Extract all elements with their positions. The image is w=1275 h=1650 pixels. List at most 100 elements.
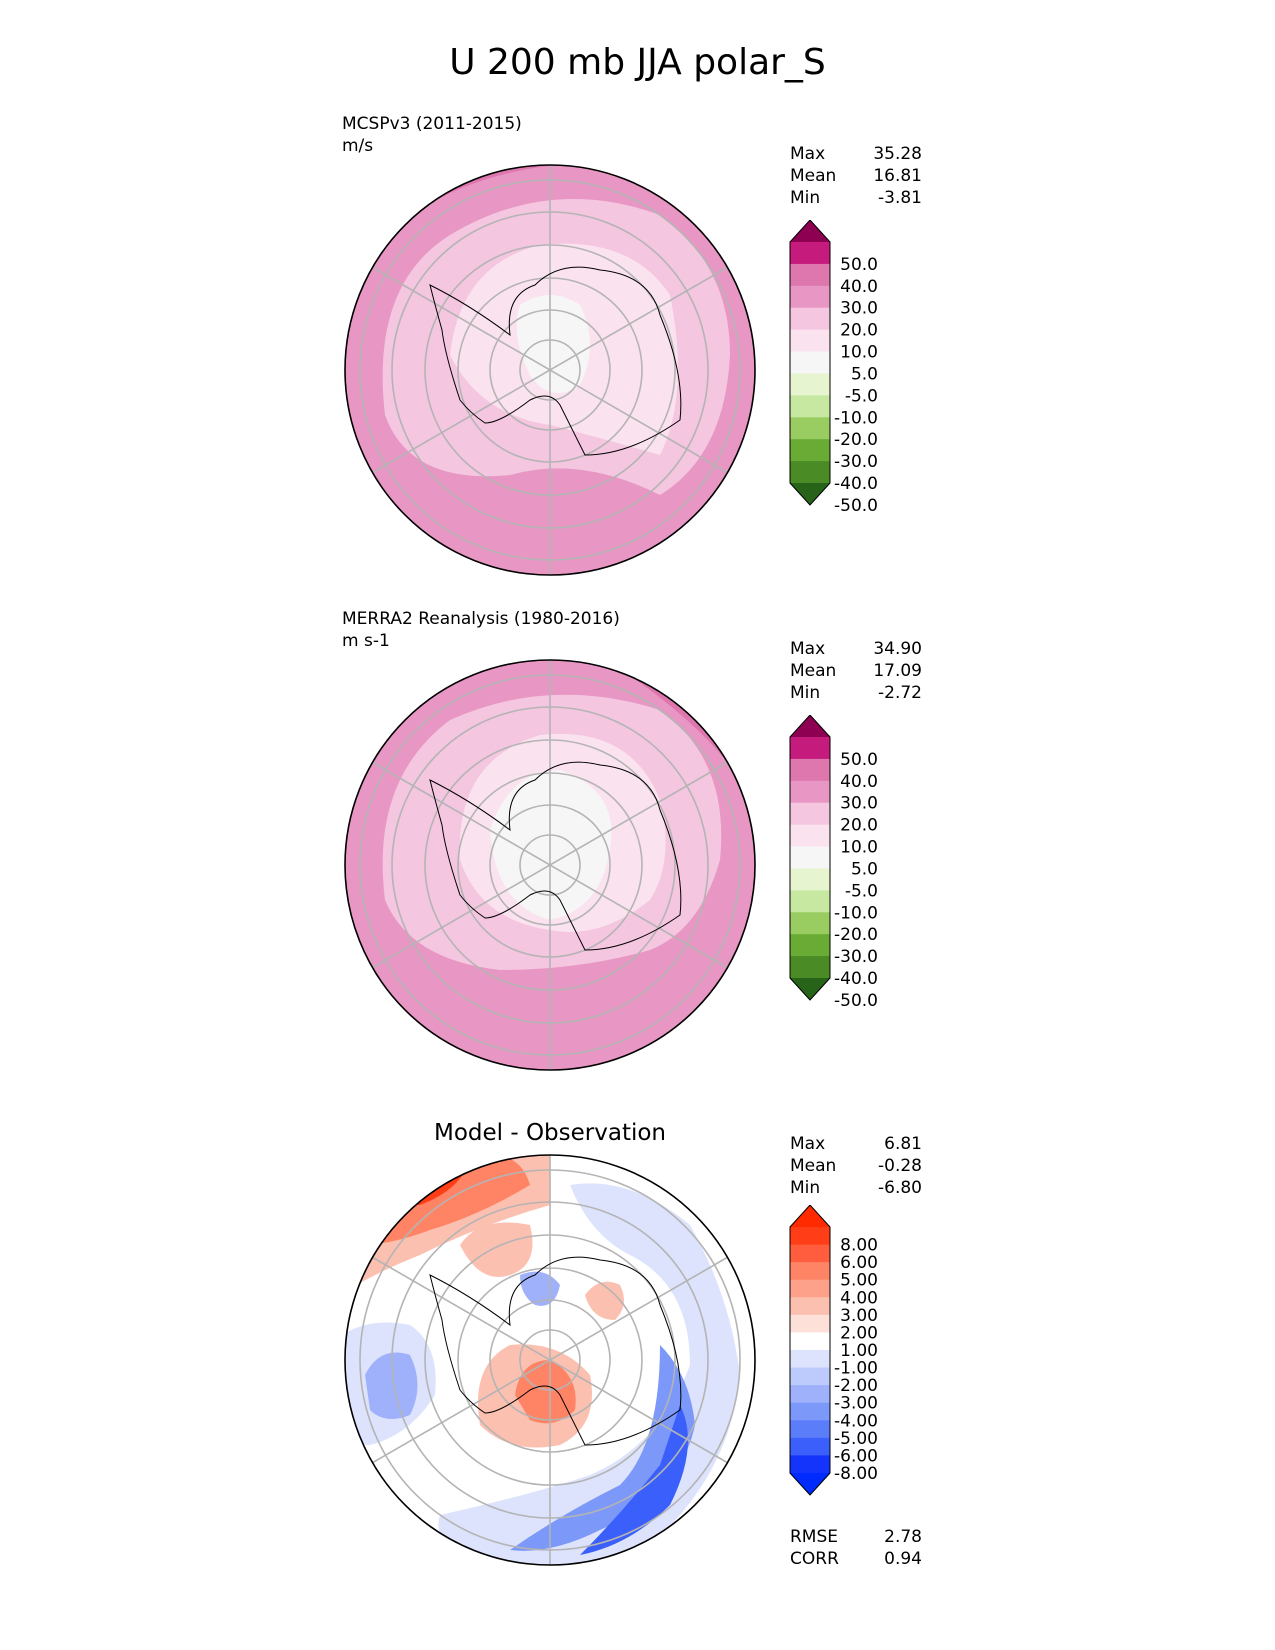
rmse-label: RMSE [790, 1527, 839, 1547]
colorbar-segment [790, 329, 830, 353]
antarctica-coastline [429, 266, 682, 456]
colorbar-tick-label: -5.0 [845, 881, 878, 901]
map-fill-neg-west-core [365, 1352, 418, 1419]
colorbar-tick-labels: 50.040.030.020.010.05.0-5.0-10.0-20.0-30… [834, 255, 878, 516]
colorbar-tick-label: -30.0 [834, 947, 878, 967]
rmse-value: 2.78 [884, 1527, 922, 1547]
colorbar-segment [790, 912, 830, 935]
stat-min-value: -3.81 [878, 188, 922, 208]
colorbar-segment [790, 439, 830, 462]
map-fill-pos-south-core [515, 1360, 576, 1424]
stat-max-label: Max [790, 1134, 826, 1154]
colorbar-segment [790, 351, 830, 374]
panel-1-units: m/s [342, 136, 374, 156]
map-boundary [344, 659, 756, 1071]
colorbar-tick-label: 20.0 [840, 321, 878, 341]
colorbar-tick-label: -10.0 [834, 903, 878, 923]
colorbar-segment [790, 307, 830, 331]
colorbar-tick-label: 50.0 [840, 255, 878, 275]
antarctica-coastline [429, 761, 682, 951]
map-fill-pos-east [585, 1281, 624, 1320]
panel-2-polar-map [344, 659, 756, 1071]
colorbar-tick-labels: 8.006.005.004.003.002.001.00-1.00-2.00-3… [834, 1236, 878, 1484]
colorbar-tick-label: -5.00 [834, 1429, 878, 1449]
colorbar-tick-label: -30.0 [834, 452, 878, 472]
map-fill-neg-east-peak [580, 1405, 688, 1555]
map-fill-core [516, 295, 590, 393]
colorbar-tick-label: -20.0 [834, 925, 878, 945]
colorbar-segment [790, 1367, 830, 1386]
colorbar-tick-labels: 50.040.030.020.010.05.0-5.0-10.0-20.0-30… [834, 750, 878, 1011]
panel-2-units: m s-1 [342, 631, 390, 651]
colorbar-extend-top [790, 715, 830, 737]
panel-2-colorbar: 50.040.030.020.010.05.0-5.0-10.0-20.0-30… [789, 715, 878, 1011]
stat-mean-label: Mean [790, 1156, 837, 1176]
stat-mean-value: 17.09 [873, 661, 922, 681]
stat-min-label: Min [790, 188, 821, 208]
map-gridlines [359, 660, 741, 1070]
stat-min-label: Min [790, 1178, 821, 1198]
colorbar-tick-label: -50.0 [834, 991, 878, 1011]
panel-3-polar-map [344, 1154, 756, 1566]
colorbar-tick-label: 50.0 [840, 750, 878, 770]
map-fill-pos-north [460, 1222, 533, 1277]
colorbar-segment [790, 1437, 830, 1456]
colorbar-segment [790, 846, 830, 869]
colorbar-extend-bottom [790, 483, 830, 505]
colorbar-outline [789, 1205, 831, 1496]
colorbar-segment [790, 1385, 830, 1404]
colorbar-tick-label: 8.00 [840, 1236, 878, 1256]
panel-1-colorbar: 50.040.030.020.010.05.0-5.0-10.0-20.0-30… [789, 220, 878, 516]
colorbar-tick-label: 40.0 [840, 772, 878, 792]
stat-min-value: -2.72 [878, 683, 922, 703]
colorbar-tick-label: 6.00 [840, 1253, 878, 1273]
colorbar-segment [790, 956, 830, 979]
stat-max-value: 6.81 [884, 1134, 922, 1154]
colorbar-tick-label: 30.0 [840, 794, 878, 814]
colorbar-tick-label: -40.0 [834, 474, 878, 494]
colorbar-tick-label: 2.00 [840, 1323, 878, 1343]
colorbar-tick-label: -6.00 [834, 1446, 878, 1466]
antarctica-coastline [429, 1256, 682, 1446]
colorbar-tick-label: 20.0 [840, 816, 878, 836]
colorbar-segment [790, 1402, 830, 1421]
map-boundary [344, 164, 756, 576]
colorbar-segment [790, 1455, 830, 1474]
map-boundary [344, 1154, 756, 1566]
colorbar-segment [790, 824, 830, 848]
colorbar-segment [790, 1332, 830, 1351]
colorbar-tick-label: 30.0 [840, 299, 878, 319]
colorbar-segment [790, 737, 830, 760]
colorbar-segment [790, 1227, 830, 1246]
colorbar-segment [790, 1262, 830, 1281]
map-gridlines [359, 165, 741, 575]
colorbar-segment [790, 758, 830, 782]
stat-max-label: Max [790, 144, 826, 164]
colorbar-tick-label: -4.00 [834, 1411, 878, 1431]
corr-value: 0.94 [884, 1549, 922, 1569]
colorbar-tick-label: 4.00 [840, 1288, 878, 1308]
colorbar-tick-label: -3.00 [834, 1394, 878, 1414]
colorbar-tick-label: 3.00 [840, 1306, 878, 1326]
colorbar-tick-label: -8.00 [834, 1464, 878, 1484]
colorbar-segment [790, 1244, 830, 1263]
map-fill-pos-nw-core [360, 1155, 530, 1245]
panel-2-stats: Max 34.90 Mean 17.09 Min -2.72 [790, 638, 922, 704]
colorbar-segment [790, 461, 830, 484]
colorbar-segment [790, 1279, 830, 1298]
colorbar-segment [790, 263, 830, 287]
colorbar-segment [790, 395, 830, 418]
stat-max-label: Max [790, 639, 826, 659]
colorbar-segments [789, 220, 831, 506]
stat-min-label: Min [790, 683, 821, 703]
panel-3-metrics: RMSE 2.78 CORR 0.94 [790, 1526, 922, 1570]
panel-3-colorbar: 8.006.005.004.003.002.001.00-1.00-2.00-3… [789, 1205, 878, 1496]
figure-title: U 200 mb JJA polar_S [449, 42, 826, 83]
colorbar-segments [789, 715, 831, 1001]
colorbar-tick-label: 40.0 [840, 277, 878, 297]
colorbar-tick-label: 1.00 [840, 1341, 878, 1361]
colorbar-extend-top [790, 1205, 830, 1227]
panel-3-title: Model - Observation [433, 1120, 667, 1146]
colorbar-tick-label: 5.0 [851, 859, 878, 879]
colorbar-tick-label: -20.0 [834, 430, 878, 450]
